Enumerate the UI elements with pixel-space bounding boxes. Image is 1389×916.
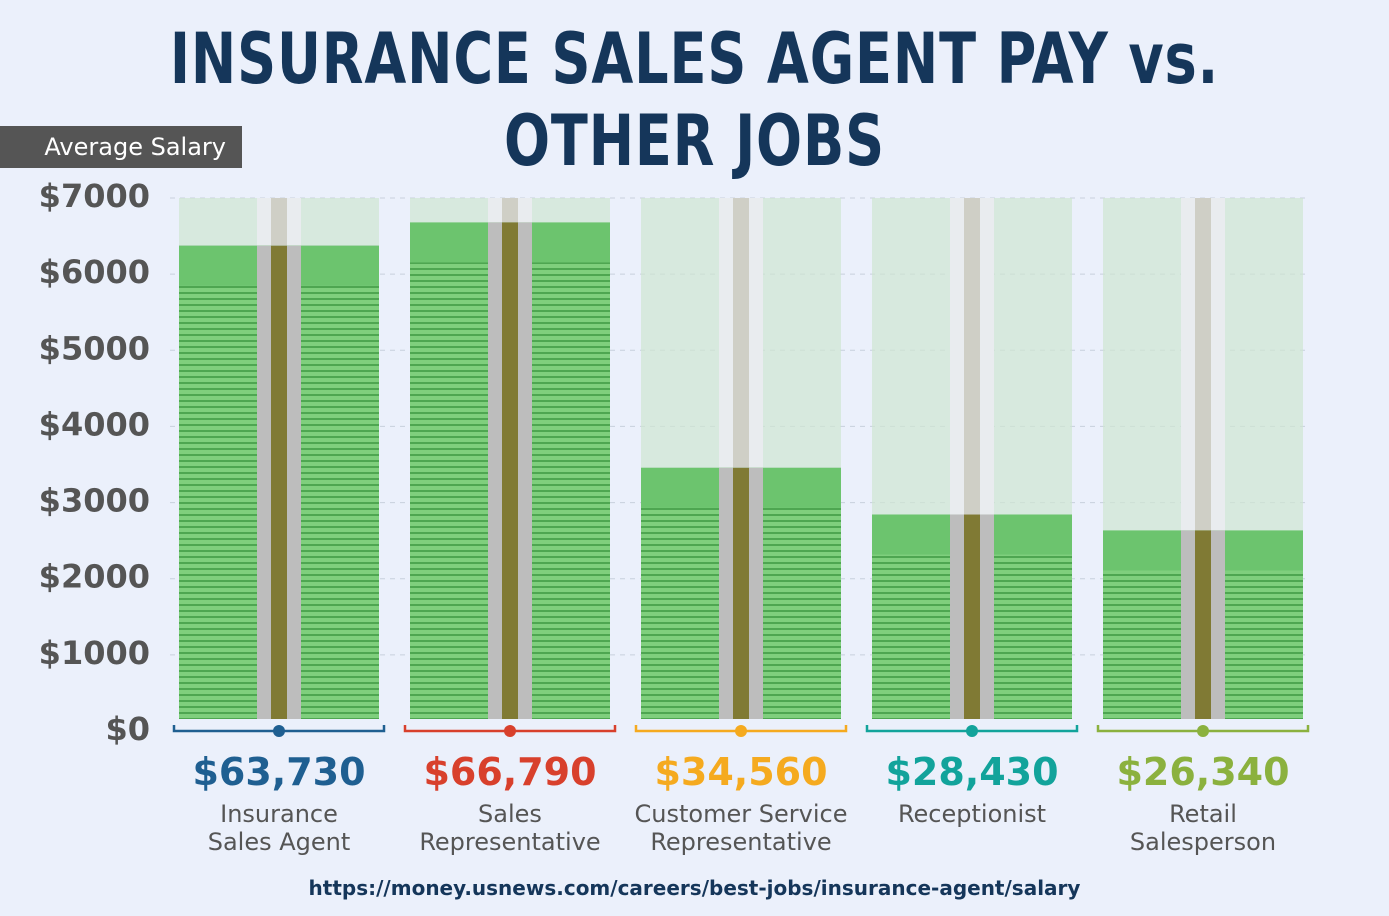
bracket-dot — [1197, 725, 1209, 737]
value-label: $63,730 — [192, 750, 366, 794]
y-tick-label: $5000 — [39, 329, 150, 367]
y-tick-label: $4000 — [39, 405, 150, 443]
y-tick-label: $7000 — [39, 177, 150, 215]
strap-core — [502, 222, 518, 719]
category-label: Insurance Sales Agent — [207, 800, 351, 856]
bracket-dot — [504, 725, 516, 737]
bracket-dot — [735, 725, 747, 737]
y-tick-label: $0 — [105, 710, 150, 748]
value-label: $26,340 — [1116, 750, 1290, 794]
value-label: $66,790 — [423, 750, 597, 794]
value-label: $34,560 — [654, 750, 828, 794]
strap-core — [964, 514, 980, 719]
bracket-dot — [273, 725, 285, 737]
strap-core — [733, 467, 749, 719]
y-axis-label: Average Salary — [0, 126, 242, 168]
value-label: $28,430 — [885, 750, 1059, 794]
strap-core — [271, 245, 287, 719]
title: INSURANCE SALES AGENT PAY vs. OTHER JOBS — [169, 18, 1220, 182]
y-tick-label: $6000 — [39, 253, 150, 291]
bracket-dot — [966, 725, 978, 737]
category-label: Receptionist — [897, 800, 1047, 828]
strap-core — [1195, 530, 1211, 719]
category-label: Retail Salesperson — [1129, 800, 1277, 856]
category-label: Customer Service Representative — [634, 800, 848, 856]
source: https://money.usnews.com/careers/best-jo… — [308, 876, 1081, 900]
category-label: Sales Representative — [419, 800, 601, 856]
y-tick-label: $1000 — [39, 634, 150, 672]
y-tick-label: $2000 — [39, 558, 150, 596]
y-tick-label: $3000 — [39, 482, 150, 520]
